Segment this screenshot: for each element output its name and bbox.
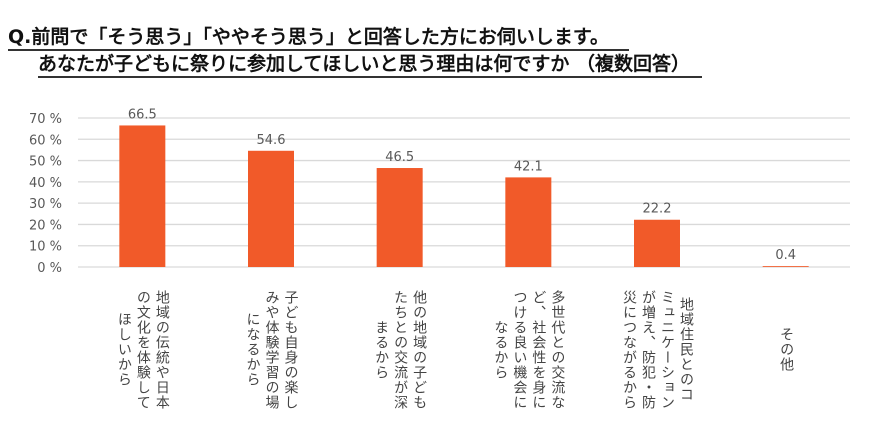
x-category-label: 地域住民とのコ ミュニケーション が増え、防犯・防 災につながるから (621, 289, 694, 410)
data-label: 54.6 (257, 133, 286, 148)
y-tick-label: 50 % (29, 155, 62, 170)
chart-title-line-1: Q.前問で「そう思う」「ややそう思う」と回答した方にお伺いします。 (8, 25, 629, 51)
x-category-label: 多世代との交流な ど、社会性を身に つける良い機会に なるから (492, 289, 566, 410)
y-tick-label: 70 % (29, 112, 62, 127)
bar (762, 266, 809, 267)
chart-title-line-2: あなたが子どもに祭りに参加してほしいと思う理由は何ですか （複数回答） (38, 52, 703, 78)
data-label: 46.5 (385, 150, 414, 165)
y-tick-label: 0 % (37, 261, 62, 276)
x-category-label: 子ども自身の楽し みや体験学習の場 になるから (244, 289, 299, 410)
bar (634, 219, 680, 267)
bar (119, 125, 166, 267)
data-label: 66.5 (128, 107, 157, 122)
x-category-label: 地域の伝統や日本 の文化を体験して ほしいから (115, 289, 170, 410)
y-tick-label: 10 % (29, 240, 62, 255)
bar (376, 168, 423, 267)
y-tick-label: 40 % (29, 176, 62, 191)
x-category-label: 他の地域の子ども たちとの交流が深 まるから (373, 289, 428, 410)
y-tick-label: 30 % (29, 197, 62, 212)
y-tick-label: 60 % (29, 133, 62, 148)
data-label: 42.1 (514, 159, 543, 174)
bar (248, 150, 294, 267)
bar (505, 177, 552, 267)
data-label: 22.2 (643, 202, 672, 217)
y-tick-label: 20 % (29, 218, 62, 233)
data-label: 0.4 (775, 248, 796, 263)
x-category-label: その他 (778, 327, 795, 372)
